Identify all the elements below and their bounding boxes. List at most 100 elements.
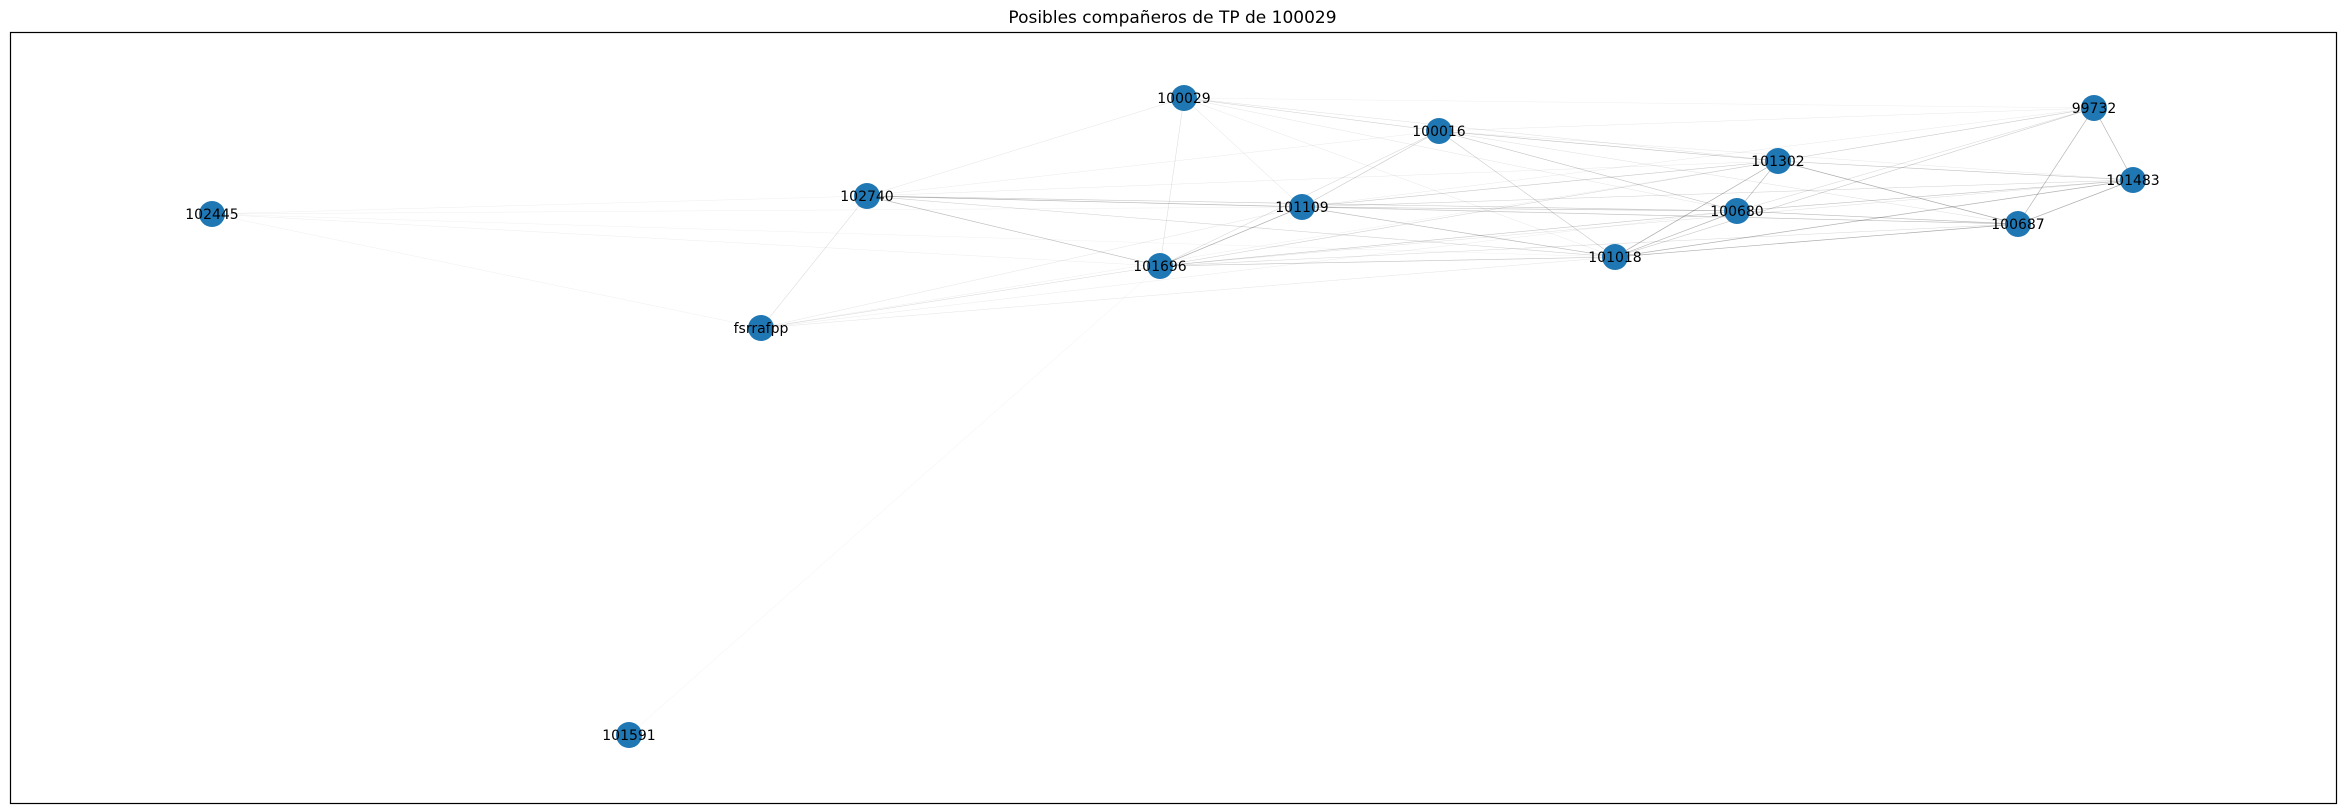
graph-edge-100016-101302: [1438, 130, 1779, 162]
graph-edge-101591-101696: [628, 265, 1161, 736]
graph-node-101109: 101109: [1275, 194, 1329, 220]
graph-node-100016: 100016: [1412, 118, 1466, 144]
graph-edge-100016-101018: [1438, 130, 1616, 258]
graph-node-100680: 100680: [1710, 198, 1764, 224]
graph-node-fsrrafpp: fsrrafpp: [734, 315, 789, 341]
graph-edge-101483-101018: [1614, 179, 2134, 258]
node-label: 101018: [1588, 250, 1641, 266]
graph-edge-101302-101696: [1159, 160, 1779, 267]
node-marker: [1765, 148, 1791, 174]
graph-node-100687: 100687: [1991, 211, 2045, 237]
graph-node-101591: 101591: [602, 722, 656, 748]
graph-node-100029: 100029: [1157, 85, 1211, 111]
graph-edge-100029-99732: [1183, 97, 2095, 109]
node-marker: [1724, 198, 1750, 224]
node-marker: [199, 201, 225, 227]
graph-edge-101109-102445: [211, 206, 1303, 215]
node-marker: [748, 315, 774, 341]
graph-node-101483: 101483: [2106, 167, 2160, 193]
node-label: 100016: [1412, 124, 1466, 140]
node-marker: [1426, 118, 1452, 144]
graph-edge-100016-100687: [1438, 130, 2019, 225]
graph-edge-101109-100680: [1301, 206, 1738, 212]
graph-node-101696: 101696: [1133, 253, 1187, 279]
graph-edge-101109-100687: [1301, 206, 2019, 225]
graph-edge-101109-fsrrafpp: [760, 206, 1303, 329]
graph-node-99732: 99732: [2072, 95, 2117, 121]
graph-edge-101302-102740: [866, 160, 1779, 197]
node-label: 102445: [185, 207, 238, 223]
graph-edge-102445-fsrrafpp: [211, 213, 762, 329]
graph-edge-101696-101018: [1159, 256, 1616, 267]
graph-edge-100029-101696: [1159, 97, 1185, 267]
nodes-layer: 100029 100016 99732 101302 101483 102740 10110…: [185, 85, 2160, 748]
graph-edge-99732-101109: [1301, 107, 2095, 208]
node-label: 101109: [1275, 200, 1328, 216]
node-label: 101302: [1751, 154, 1804, 170]
graph-edge-101696-fsrrafpp: [760, 265, 1161, 329]
graph-edge-101018-fsrrafpp: [760, 256, 1616, 329]
graph-edge-100029-101109: [1183, 97, 1303, 208]
graph-node-101302: 101302: [1751, 148, 1805, 174]
node-label: fsrrafpp: [734, 321, 789, 337]
graph-edge-100029-100016: [1183, 97, 1440, 132]
node-label: 101591: [602, 728, 655, 744]
graph-node-102740: 102740: [840, 183, 894, 209]
graph-edge-102740-100687: [866, 195, 2019, 225]
graph-edge-100687-101018: [1614, 223, 2019, 258]
graph-edge-100029-101018: [1183, 97, 1616, 258]
graph-edge-99732-101483: [2093, 107, 2134, 181]
node-marker: [1289, 194, 1315, 220]
node-marker: [2120, 167, 2146, 193]
edges-layer: [211, 97, 2134, 736]
graph-edge-102740-101696: [866, 195, 1161, 267]
graph-edge-101302-101018: [1614, 160, 1779, 258]
graph-edge-100680-101696: [1159, 210, 1738, 267]
graph-edge-102740-101109: [866, 195, 1303, 208]
graph-node-101018: 101018: [1588, 244, 1642, 270]
graph-edge-102740-fsrrafpp: [760, 195, 868, 329]
graph-edge-102445-101018: [211, 213, 1616, 258]
node-marker: [2005, 211, 2031, 237]
graph-edge-101109-101696: [1159, 206, 1303, 267]
node-label: 101696: [1133, 259, 1187, 275]
graph-edge-101302-100687: [1777, 160, 2019, 225]
graph-edge-101302-101109: [1301, 160, 1779, 208]
graph-edge-100029-101302: [1183, 97, 1779, 162]
graph-edge-100016-100680: [1438, 130, 1738, 212]
graph-edge-100687-101696: [1159, 223, 2019, 267]
node-marker: [1171, 85, 1197, 111]
graph-edge-100016-101109: [1301, 130, 1440, 208]
graph-edge-101109-101018: [1301, 206, 1616, 258]
graph-edge-99732-100680: [1736, 107, 2095, 212]
graph-edge-99732-100687: [2017, 107, 2095, 225]
node-label: 101483: [2106, 173, 2159, 189]
graph-edge-100680-100687: [1736, 210, 2019, 225]
graph-edge-102740-101018: [866, 195, 1616, 258]
graph-edge-100016-102740: [866, 130, 1440, 197]
node-label: 100687: [1991, 217, 2044, 233]
node-label: 100029: [1157, 91, 1210, 107]
plot-frame: [9, 31, 2338, 805]
graph-edge-101483-100680: [1736, 179, 2134, 212]
node-label: 99732: [2072, 101, 2117, 117]
graph-edge-99732-101018: [1614, 107, 2095, 258]
node-label: 100680: [1710, 204, 1763, 220]
node-marker: [616, 722, 642, 748]
graph-edge-101483-101696: [1159, 179, 2134, 267]
chart-title: Posibles compañeros de TP de 100029: [1008, 8, 1337, 28]
graph-edge-100029-102740: [866, 97, 1185, 197]
graph-node-102445: 102445: [185, 201, 239, 227]
graph-edge-101483-101109: [1301, 179, 2134, 208]
node-marker: [1147, 253, 1173, 279]
graph-edge-100029-100680: [1183, 97, 1738, 212]
graph-edge-101302-101483: [1777, 160, 2134, 181]
node-marker: [2081, 95, 2107, 121]
graph-edge-102740-102445: [211, 195, 868, 215]
node-label: 102740: [840, 189, 893, 205]
graph-edge-100680-101018: [1614, 210, 1738, 258]
graph-edge-100680-fsrrafpp: [760, 210, 1738, 329]
node-marker: [854, 183, 880, 209]
node-marker: [1602, 244, 1628, 270]
